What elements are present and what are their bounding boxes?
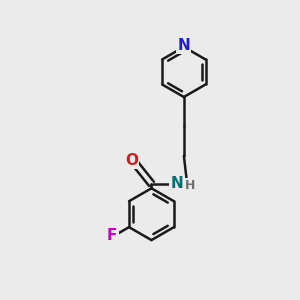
Text: O: O (125, 153, 138, 168)
Text: F: F (107, 229, 117, 244)
Text: H: H (184, 179, 195, 192)
Text: N: N (171, 176, 184, 191)
Text: N: N (178, 38, 190, 53)
